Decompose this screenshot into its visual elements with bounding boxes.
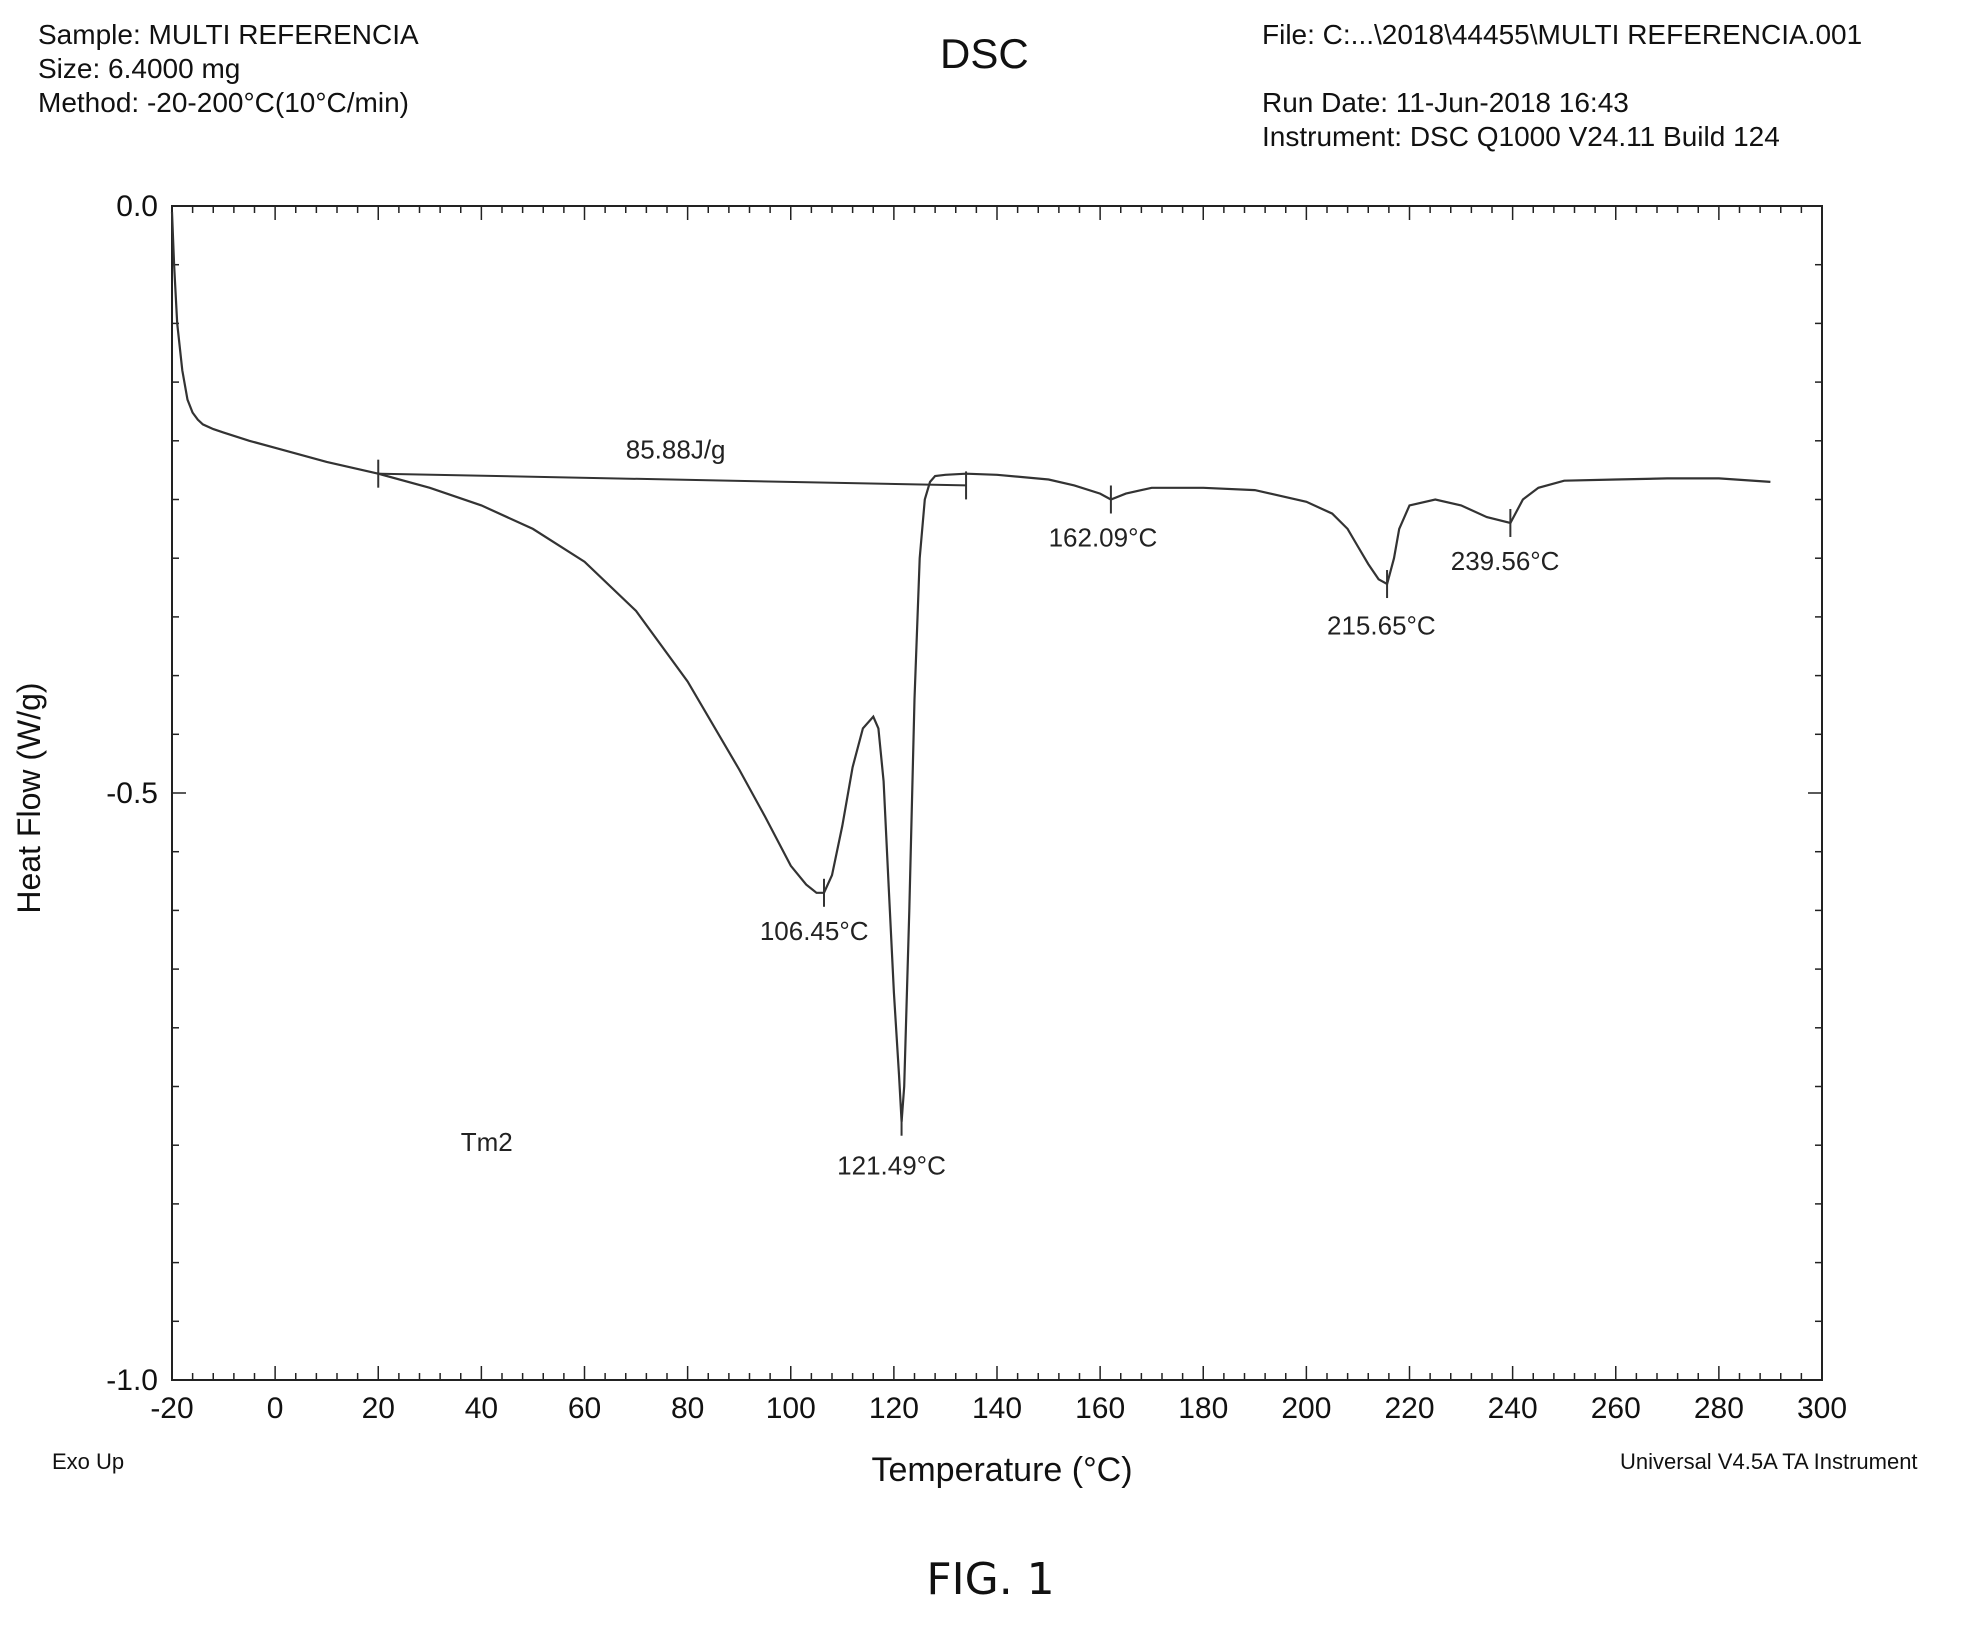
x-tick-label: 200 — [1281, 1392, 1331, 1425]
header-file-info: File: C:...\2018\44455\MULTI REFERENCIA.… — [1262, 18, 1862, 154]
x-tick-label: 100 — [766, 1392, 816, 1425]
x-tick-label: 240 — [1488, 1392, 1538, 1425]
x-tick-label: 20 — [362, 1392, 395, 1425]
y-tick-label: -1.0 — [106, 1364, 158, 1397]
exo-up-label: Exo Up — [52, 1449, 125, 1474]
figure-caption: FIG. 1 — [926, 1554, 1055, 1605]
x-tick-label: 0 — [267, 1392, 284, 1425]
size-label: Size: 6.4000 mg — [38, 53, 241, 84]
peak-label: 239.56°C — [1451, 546, 1560, 576]
x-tick-label: 120 — [869, 1392, 919, 1425]
x-tick-label: 260 — [1591, 1392, 1641, 1425]
integration-baseline — [378, 472, 967, 487]
x-tick-label: 300 — [1797, 1392, 1847, 1425]
peak-label: Tm2 — [461, 1127, 513, 1157]
software-version-label: Universal V4.5A TA Instrument — [1620, 1449, 1918, 1474]
x-tick-label: 40 — [465, 1392, 498, 1425]
x-axis-ticks: -20 0 20 40 60 80 100 120 140 160 180 200 220 240 260 2… — [150, 206, 1847, 1425]
header-sample-info: Sample: MULTI REFERENCIA Size: 6.4000 mg… — [38, 18, 419, 120]
x-tick-label: -20 — [150, 1392, 193, 1425]
chart-title: DSC — [940, 30, 1029, 77]
x-tick-label: 60 — [568, 1392, 601, 1425]
heat-flow-curve — [170, 211, 1771, 1122]
peak-markers — [377, 459, 1512, 1136]
method-label: Method: -20-200°C(10°C/min) — [38, 87, 409, 118]
x-tick-label: 80 — [671, 1392, 704, 1425]
peak-label: 121.49°C — [837, 1151, 946, 1181]
peak-label: 215.65°C — [1327, 611, 1436, 641]
x-axis-label: Temperature (°C) — [871, 1451, 1132, 1489]
y-tick-label: 0.0 — [116, 190, 158, 223]
peak-annotations: 85.88J/g 106.45°C 121.49°C 162.09°C 215.65°C… — [461, 434, 1560, 1180]
y-tick-label: -0.5 — [106, 777, 158, 810]
instrument-label: Instrument: DSC Q1000 V24.11 Build 124 — [1262, 121, 1780, 152]
x-tick-label: 140 — [972, 1392, 1022, 1425]
x-tick-label: 160 — [1075, 1392, 1125, 1425]
peak-label: 85.88J/g — [626, 434, 726, 464]
x-tick-label: 220 — [1384, 1392, 1434, 1425]
sample-label: Sample: MULTI REFERENCIA — [38, 19, 419, 50]
peak-label: 106.45°C — [760, 916, 869, 946]
y-axis-ticks: 0.0 -0.5 -1.0 — [106, 190, 1822, 1397]
y-axis-label: Heat Flow (W/g) — [11, 682, 47, 913]
file-label: File: C:...\2018\44455\MULTI REFERENCIA.… — [1262, 19, 1863, 50]
run-date-label: Run Date: 11-Jun-2018 16:43 — [1262, 87, 1629, 118]
x-tick-label: 180 — [1178, 1392, 1228, 1425]
peak-label: 162.09°C — [1049, 522, 1158, 552]
x-tick-label: 280 — [1694, 1392, 1744, 1425]
plot-frame — [171, 205, 1823, 1381]
